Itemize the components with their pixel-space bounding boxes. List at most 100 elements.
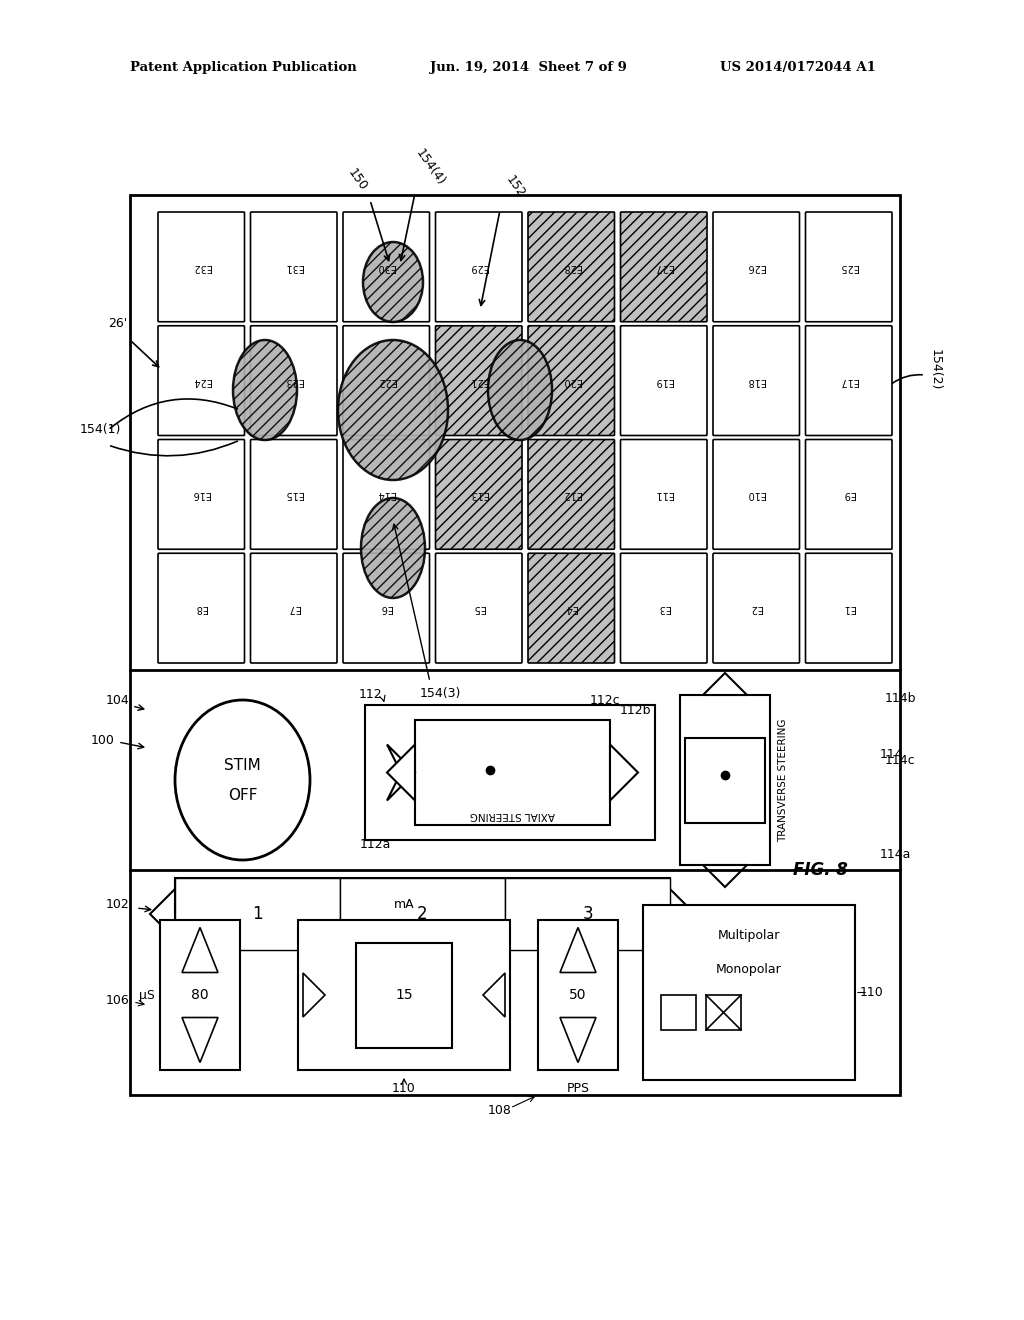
Text: 112b: 112b (620, 704, 651, 717)
Ellipse shape (233, 341, 297, 440)
FancyBboxPatch shape (806, 213, 892, 322)
Text: E29: E29 (469, 261, 488, 272)
FancyBboxPatch shape (343, 213, 429, 322)
Text: E9: E9 (843, 490, 855, 499)
FancyBboxPatch shape (528, 553, 614, 663)
Text: Monopolar: Monopolar (716, 964, 782, 977)
FancyBboxPatch shape (158, 213, 245, 322)
Text: E13: E13 (470, 490, 488, 499)
Text: 152: 152 (503, 173, 527, 201)
Text: E30: E30 (377, 261, 395, 272)
Text: STIM: STIM (224, 758, 261, 772)
FancyBboxPatch shape (251, 326, 337, 436)
FancyBboxPatch shape (158, 440, 245, 549)
FancyBboxPatch shape (713, 440, 800, 549)
FancyBboxPatch shape (251, 440, 337, 549)
Text: E24: E24 (193, 376, 211, 385)
Polygon shape (182, 928, 218, 973)
Polygon shape (703, 673, 746, 696)
Text: E18: E18 (748, 376, 765, 385)
FancyBboxPatch shape (343, 440, 429, 549)
Text: 154(3): 154(3) (419, 686, 461, 700)
Polygon shape (560, 1018, 596, 1063)
Text: E22: E22 (377, 376, 395, 385)
FancyBboxPatch shape (528, 213, 614, 322)
FancyBboxPatch shape (435, 553, 522, 663)
Text: E19: E19 (654, 376, 673, 385)
FancyBboxPatch shape (713, 326, 800, 436)
Bar (356, 942, 452, 1048)
Text: 50: 50 (569, 987, 587, 1002)
FancyBboxPatch shape (806, 553, 892, 663)
Text: E23: E23 (285, 376, 303, 385)
Text: 3: 3 (583, 906, 593, 923)
FancyBboxPatch shape (621, 326, 707, 436)
Text: E7: E7 (288, 603, 300, 612)
Text: 114: 114 (880, 748, 903, 762)
Text: E25: E25 (840, 261, 858, 272)
Text: E17: E17 (840, 376, 858, 385)
Text: 112: 112 (358, 689, 382, 701)
Text: 154(1): 154(1) (79, 424, 121, 437)
Text: E1: E1 (843, 603, 855, 612)
Text: 80: 80 (191, 987, 209, 1002)
Text: μS: μS (139, 989, 155, 1002)
Text: E20: E20 (562, 376, 581, 385)
FancyBboxPatch shape (251, 213, 337, 322)
Text: mA: mA (393, 899, 415, 912)
Polygon shape (182, 1018, 218, 1063)
Text: E15: E15 (285, 490, 303, 499)
FancyBboxPatch shape (343, 326, 429, 436)
Text: E31: E31 (285, 261, 303, 272)
Bar (415, 719, 610, 825)
FancyBboxPatch shape (528, 326, 614, 436)
FancyBboxPatch shape (621, 440, 707, 549)
Polygon shape (387, 744, 415, 800)
Text: E8: E8 (196, 603, 208, 612)
Bar (685, 738, 765, 822)
Text: OFF: OFF (227, 788, 257, 803)
Text: E28: E28 (562, 261, 581, 272)
Bar (680, 696, 770, 865)
Bar (175, 878, 340, 950)
FancyBboxPatch shape (621, 553, 707, 663)
Text: 150: 150 (345, 166, 370, 193)
FancyBboxPatch shape (158, 553, 245, 663)
Bar (160, 920, 240, 1071)
Text: E3: E3 (657, 603, 670, 612)
Polygon shape (483, 973, 505, 1016)
Text: 15: 15 (395, 987, 413, 1002)
Text: 114c: 114c (885, 754, 915, 767)
Bar (175, 878, 670, 950)
Ellipse shape (175, 700, 310, 861)
Text: Multipolar: Multipolar (718, 928, 780, 941)
FancyBboxPatch shape (621, 213, 707, 322)
Bar (130, 195, 900, 1096)
Polygon shape (670, 888, 695, 939)
Ellipse shape (338, 341, 449, 480)
FancyBboxPatch shape (528, 440, 614, 549)
Text: E26: E26 (746, 261, 766, 272)
Text: 108: 108 (488, 1104, 512, 1117)
FancyBboxPatch shape (435, 440, 522, 549)
Polygon shape (703, 865, 746, 887)
FancyBboxPatch shape (806, 440, 892, 549)
Text: 110: 110 (392, 1081, 416, 1094)
Text: E12: E12 (562, 490, 581, 499)
Bar (538, 920, 618, 1071)
FancyBboxPatch shape (713, 553, 800, 663)
Text: E21: E21 (469, 376, 488, 385)
Bar (365, 705, 655, 840)
FancyBboxPatch shape (251, 553, 337, 663)
Bar (340, 878, 505, 950)
Text: E4: E4 (565, 603, 578, 612)
Text: PPS: PPS (566, 1081, 590, 1094)
Polygon shape (303, 973, 325, 1016)
Text: 2: 2 (417, 906, 428, 923)
Text: E14: E14 (377, 490, 395, 499)
Ellipse shape (362, 242, 423, 322)
FancyBboxPatch shape (713, 213, 800, 322)
Text: E16: E16 (193, 490, 211, 499)
Text: E32: E32 (193, 261, 211, 272)
Text: E2: E2 (750, 603, 763, 612)
